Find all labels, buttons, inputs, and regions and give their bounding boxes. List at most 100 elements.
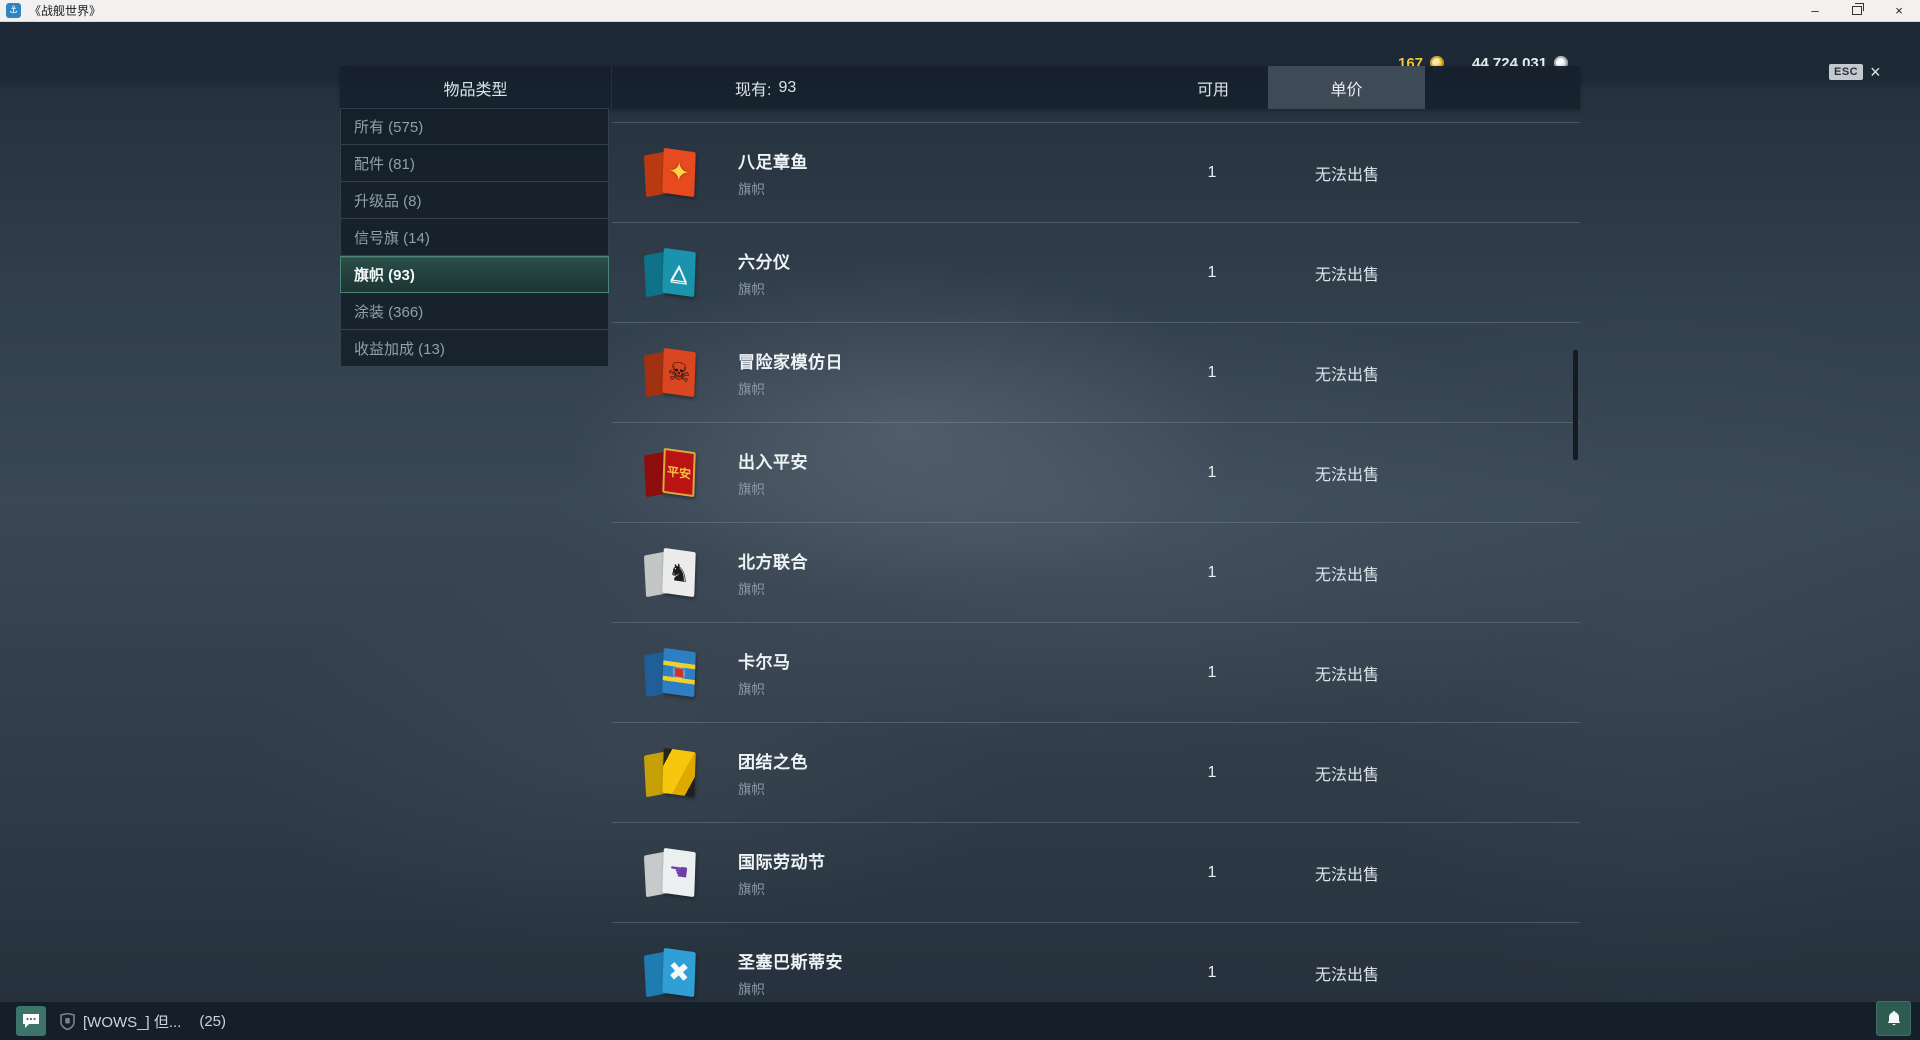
category-label: 信号旗 (14) <box>354 229 430 247</box>
item-name: 六分仪 <box>738 252 791 272</box>
item-meta: 出入平安 旗帜 <box>738 448 808 498</box>
item-row[interactable]: ☠ 冒险家模仿日旗帜 1 无法出售 <box>612 322 1580 422</box>
notifications-button[interactable] <box>1876 1001 1911 1036</box>
item-type-label: 旗帜 <box>738 581 765 597</box>
item-quantity: 1 <box>1207 863 1217 881</box>
item-meta: 六分仪 旗帜 <box>738 248 791 298</box>
category-item[interactable]: 所有 (575) <box>340 108 609 145</box>
item-name: 北方联合 <box>738 552 808 572</box>
restore-button[interactable] <box>1836 0 1878 22</box>
item-list: ✦ 八足章鱼 旗帜 1 无法出售 △ 六分仪 旗帜 1 无法出售 ☠ 冒险家模仿日 旗帜 1 无法出售 平安出… <box>612 110 1580 1004</box>
game-viewport: 167 44 724 031 ESC × 物品类型 现有: 93 可用 单价 所… <box>0 22 1920 1040</box>
flag-icon: ◼ <box>642 644 700 702</box>
item-type-label: 旗帜 <box>738 681 765 697</box>
item-type-label: 旗帜 <box>738 781 765 797</box>
category-item[interactable]: 旗帜 (93) <box>340 256 609 293</box>
column-header-unit-price[interactable]: 单价 <box>1268 66 1425 109</box>
flag-face: 平安 <box>662 447 696 497</box>
item-quantity: 1 <box>1207 463 1217 481</box>
flag-face: △ <box>662 247 696 297</box>
item-row[interactable]: ☚ 国际劳动节旗帜 1 无法出售 <box>612 822 1580 922</box>
column-header-available[interactable]: 可用 <box>1196 81 1229 99</box>
window-title: 《战舰世界》 <box>29 4 102 18</box>
item-quantity: 1 <box>1207 763 1217 781</box>
category-label: 所有 (575) <box>354 119 424 136</box>
flag-icon: 平安 <box>642 444 700 502</box>
item-meta: 团结之色 旗帜 <box>738 748 808 798</box>
category-item[interactable]: 收益加成 (13) <box>340 330 609 367</box>
esc-key-badge: ESC <box>1829 64 1864 80</box>
category-list: 所有 (575) 配件 (81) 升级品 (8) 信号旗 (14) 旗帜 (93) 涂装 … <box>340 108 609 367</box>
close-icon: × <box>1870 62 1881 82</box>
item-name: 团结之色 <box>738 752 808 772</box>
flag-face: ☚ <box>662 847 696 897</box>
table-header: 物品类型 现有: 93 可用 单价 <box>340 66 1580 109</box>
current-count: 93 <box>778 78 797 96</box>
item-row[interactable]: △ 六分仪 旗帜 1 无法出售 <box>612 222 1580 322</box>
chat-button[interactable] <box>16 1006 46 1036</box>
item-type-label: 旗帜 <box>738 481 765 497</box>
flag-icon: ☠ <box>642 344 700 402</box>
item-price: 无法出售 <box>1314 466 1379 484</box>
item-name: 卡尔马 <box>738 652 791 672</box>
item-row[interactable]: ♞ 北方联合旗帜 1 无法出售 <box>612 522 1580 622</box>
esc-close-control[interactable]: ESC × <box>1829 62 1881 82</box>
flag-icon: ✖ <box>642 944 700 1002</box>
item-price: 无法出售 <box>1314 666 1379 684</box>
flag-face: ✖ <box>662 947 696 997</box>
flag-face: ♞ <box>662 547 696 597</box>
item-price: 无法出售 <box>1314 966 1379 984</box>
item-type-label: 旗帜 <box>738 281 765 297</box>
bell-icon <box>1887 1011 1900 1026</box>
item-name: 八足章鱼 <box>738 152 808 172</box>
titlebar: ⚓ 《战舰世界》 – × <box>0 0 1920 22</box>
item-type-label: 旗帜 <box>738 881 765 897</box>
app-icon: ⚓ <box>6 3 21 18</box>
item-meta: 冒险家模仿日 旗帜 <box>738 348 843 398</box>
category-item[interactable]: 配件 (81) <box>340 145 609 182</box>
item-row[interactable]: ✦ 八足章鱼 旗帜 1 无法出售 <box>612 122 1580 222</box>
item-row[interactable]: 平安 出入平安 旗帜 1 无法出售 <box>612 422 1580 522</box>
clan-shield-icon <box>60 1012 75 1030</box>
restore-icon <box>1852 3 1864 15</box>
item-price: 无法出售 <box>1314 166 1379 184</box>
clan-chat-entry[interactable]: [WOWS_] 但... (25) <box>60 1011 226 1032</box>
category-label: 配件 (81) <box>354 155 415 173</box>
category-item[interactable]: 升级品 (8) <box>340 182 609 219</box>
flag-emblem: ♞ <box>667 556 691 588</box>
scrollbar-thumb[interactable] <box>1573 350 1578 460</box>
item-price: 无法出售 <box>1314 266 1379 284</box>
close-button[interactable]: × <box>1895 3 1903 18</box>
item-name: 冒险家模仿日 <box>738 352 843 372</box>
item-price: 无法出售 <box>1314 566 1379 584</box>
item-row[interactable]: ◼ 卡尔马 旗帜 1 无法出售 <box>612 622 1580 722</box>
category-label: 收益加成 (13) <box>354 340 445 358</box>
category-item[interactable]: 涂装 (366) <box>340 293 609 330</box>
flag-emblem: ✖ <box>667 955 691 989</box>
item-meta: 八足章鱼 旗帜 <box>738 148 808 198</box>
clan-chat-count: (25) <box>199 1012 227 1030</box>
item-row[interactable]: 团结之色 旗帜 1 无法出售 <box>612 722 1580 822</box>
item-type-label: 旗帜 <box>738 381 765 397</box>
flag-face: ☠ <box>662 347 696 397</box>
item-quantity: 1 <box>1207 163 1217 181</box>
clan-chat-label: [WOWS_] 但... <box>83 1013 182 1031</box>
item-quantity: 1 <box>1207 563 1217 581</box>
item-type-label: 旗帜 <box>738 981 765 997</box>
flag-emblem: ☠ <box>666 355 692 389</box>
category-item[interactable]: 信号旗 (14) <box>340 219 609 256</box>
item-price: 无法出售 <box>1314 366 1379 384</box>
flag-emblem: ☚ <box>668 857 690 886</box>
item-row[interactable]: ✖ 圣塞巴斯蒂安 旗帜 1 无法出售 <box>612 922 1580 1004</box>
minimize-button[interactable]: – <box>1811 3 1819 18</box>
item-meta: 国际劳动节 旗帜 <box>738 848 826 898</box>
item-quantity: 1 <box>1207 363 1217 381</box>
column-header-item-type: 物品类型 <box>340 66 612 109</box>
item-quantity: 1 <box>1207 963 1217 981</box>
category-label: 涂装 (366) <box>354 303 424 321</box>
flag-icon: ✦ <box>642 144 700 202</box>
item-name: 国际劳动节 <box>738 852 826 872</box>
item-price: 无法出售 <box>1314 866 1379 884</box>
flag-face: ◼ <box>662 647 696 697</box>
current-count-group: 现有: 93 <box>735 66 796 109</box>
